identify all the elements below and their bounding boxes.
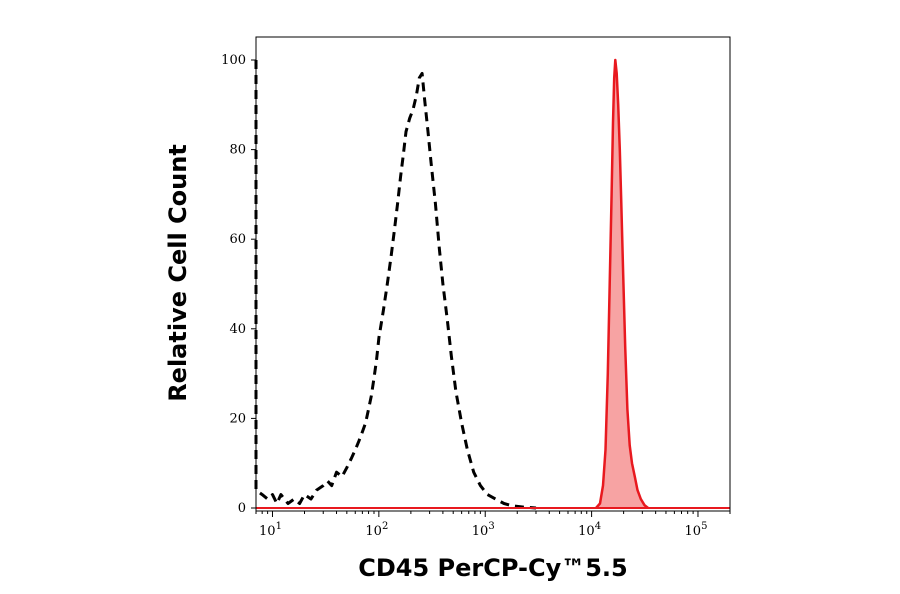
x-tick-exponent: 2	[382, 521, 388, 532]
series-layer	[254, 58, 730, 510]
x-tick-label: 104	[578, 521, 601, 539]
series-1-fill	[596, 60, 649, 508]
y-tick-label: 100	[221, 53, 246, 68]
y-tick-label: 0	[238, 501, 246, 516]
x-tick-label: 105	[685, 521, 708, 539]
series-1-line	[595, 58, 649, 509]
x-tick-label: 103	[472, 521, 495, 539]
x-tick-label: 101	[259, 521, 282, 539]
x-tick-exponent: 4	[595, 521, 601, 532]
y-tick-label: 80	[229, 143, 246, 158]
y-tick-label: 60	[229, 232, 246, 247]
x-tick-label: 102	[365, 521, 388, 539]
plot-frame	[255, 36, 731, 512]
y-tick-label: 40	[229, 322, 246, 337]
x-axis: 101 102 103 104 105	[255, 511, 731, 539]
y-tick-label: 20	[229, 411, 246, 426]
x-axis-title: CD45 PerCP-Cy™5.5	[358, 554, 628, 582]
x-tick-exponent: 1	[276, 521, 282, 532]
x-tick-exponent: 5	[701, 521, 707, 532]
x-tick-exponent: 3	[488, 521, 494, 532]
y-axis: 0 20 40 60 80 100	[221, 53, 256, 516]
series-0-line	[254, 60, 537, 510]
y-axis-title: Relative Cell Count	[164, 144, 192, 402]
